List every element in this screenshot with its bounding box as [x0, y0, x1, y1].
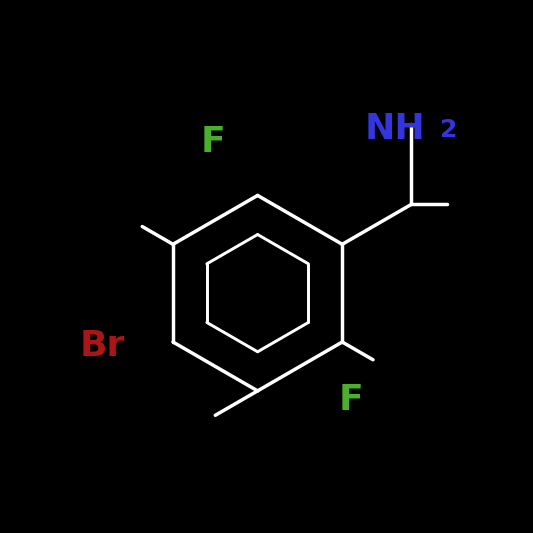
- Text: 2: 2: [440, 118, 457, 142]
- Text: NH: NH: [364, 112, 425, 146]
- Text: F: F: [201, 125, 225, 159]
- Text: F: F: [338, 383, 364, 417]
- Text: Br: Br: [79, 329, 125, 364]
